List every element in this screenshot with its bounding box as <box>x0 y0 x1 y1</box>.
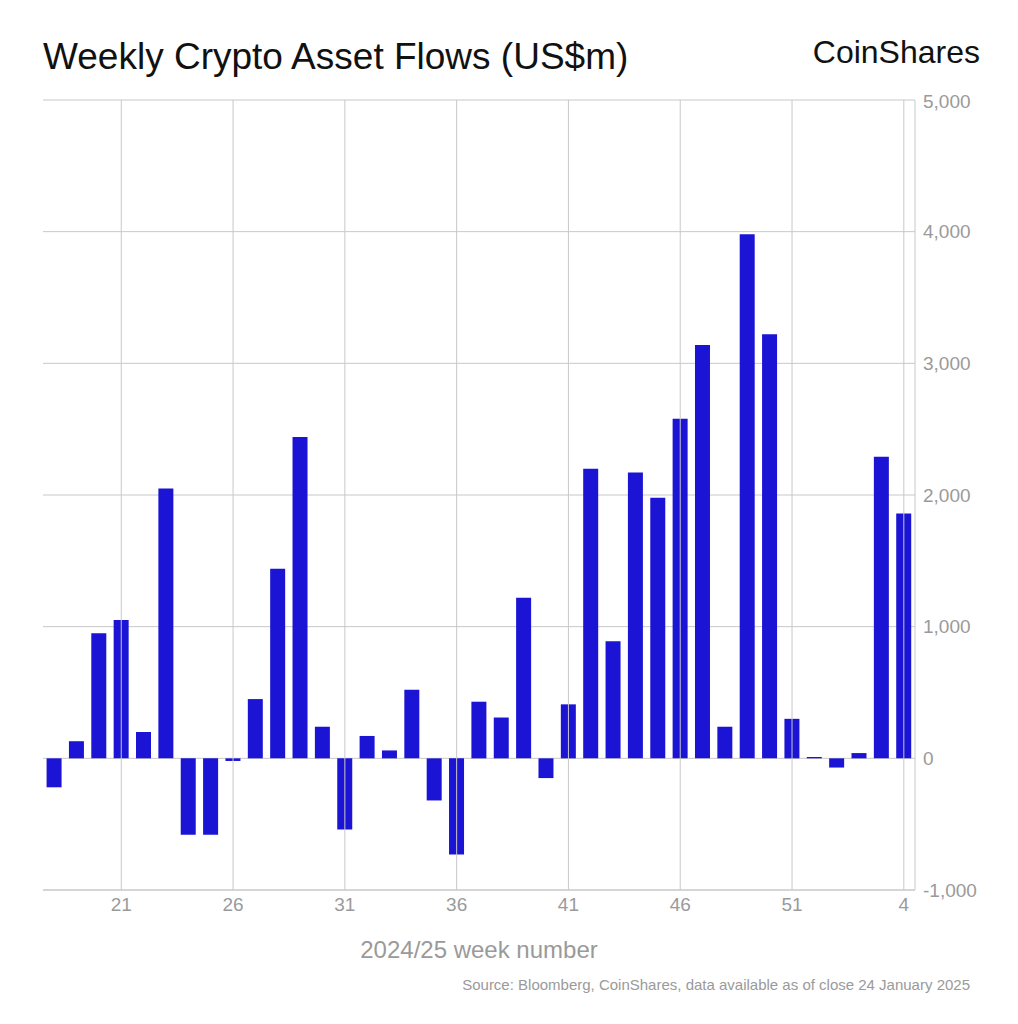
svg-text:2,000: 2,000 <box>923 485 971 506</box>
html-text:CoinShares: CoinShares <box>812 34 980 70</box>
svg-text:46: 46 <box>670 894 691 915</box>
svg-text:4,000: 4,000 <box>923 221 971 242</box>
html-text:Weekly Crypto Asset Flows (US$: Weekly Crypto Asset Flows (US$m) <box>43 36 629 77</box>
svg-text:5,000: 5,000 <box>923 91 971 112</box>
svg-text:4: 4 <box>899 894 910 915</box>
svg-text:26: 26 <box>222 894 243 915</box>
svg-text:0: 0 <box>923 748 934 769</box>
svg-text:21: 21 <box>111 894 132 915</box>
svg-text:2024/25 week number: 2024/25 week number <box>360 936 598 963</box>
svg-text:51: 51 <box>781 894 802 915</box>
svg-text:1,000: 1,000 <box>923 616 971 637</box>
svg-text:31: 31 <box>334 894 355 915</box>
svg-text:36: 36 <box>446 894 467 915</box>
svg-text:3,000: 3,000 <box>923 353 971 374</box>
html-text:Source: Bloomberg, CoinShares,: Source: Bloomberg, CoinShares, data avai… <box>462 976 970 993</box>
svg-text:-1,000: -1,000 <box>923 880 977 901</box>
svg-text:41: 41 <box>558 894 579 915</box>
